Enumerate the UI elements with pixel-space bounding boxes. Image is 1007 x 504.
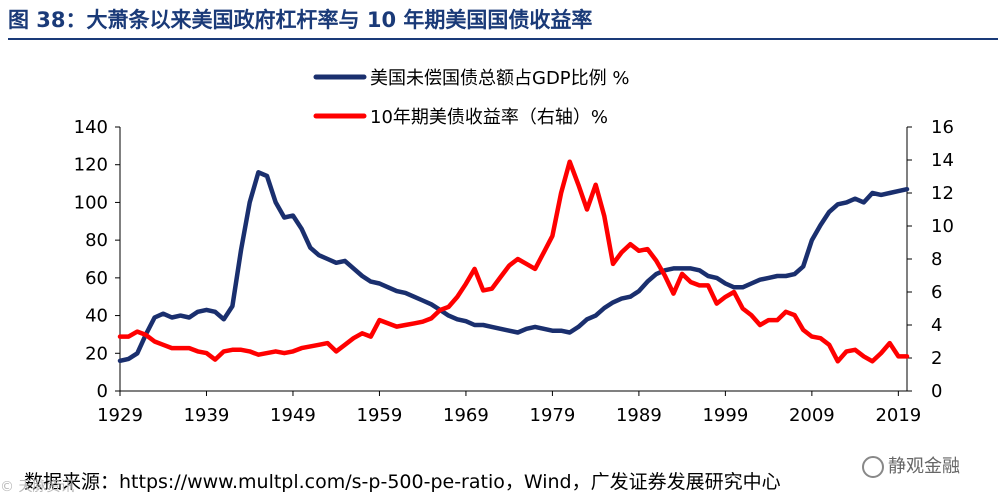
watermark-right: 静观金融 xyxy=(862,452,960,478)
wechat-icon xyxy=(862,456,884,478)
watermark-left: © 天脉资讯 xyxy=(0,479,75,495)
series-layer xyxy=(117,159,910,364)
y-right-tick-label: 14 xyxy=(931,150,954,171)
y-right-tick-label: 6 xyxy=(931,282,942,303)
y-left-tick-label: 140 xyxy=(74,117,108,138)
series-line-yield xyxy=(117,159,910,364)
legend: 美国未偿国债总额占GDP比例 % 10年期美债收益率（右轴）% xyxy=(313,68,630,128)
y-left-tick-label: 80 xyxy=(85,230,108,251)
y-left-tick-label: 60 xyxy=(85,268,108,289)
x-tick-label: 1999 xyxy=(702,405,748,426)
x-tick-label: 1949 xyxy=(270,405,316,426)
y-right-tick-label: 16 xyxy=(931,117,954,138)
y-right-tick-label: 4 xyxy=(931,315,942,336)
source-note: 数据来源：https://www.multpl.com/s-p-500-pe-r… xyxy=(24,471,781,493)
x-tick-label: 1939 xyxy=(184,405,230,426)
y-right-tick-label: 10 xyxy=(931,216,954,237)
legend-label: 10年期美债收益率（右轴）% xyxy=(370,107,608,128)
y-right-tick-label: 2 xyxy=(931,348,942,369)
y-left-tick-label: 120 xyxy=(74,155,108,176)
x-tick-label: 2019 xyxy=(875,405,921,426)
tick-layer: 0 20 40 60 80 100 120 140 0 2 4 6 8 10 12 14 16 1929 1939 1… xyxy=(74,117,954,426)
x-tick-label: 1979 xyxy=(530,405,576,426)
y-left-tick-label: 100 xyxy=(74,192,108,213)
y-left-tick-label: 40 xyxy=(85,306,108,327)
chart: 0 20 40 60 80 100 120 140 0 2 4 6 8 10 12 14 16 1929 1939 1… xyxy=(74,68,954,426)
y-right-tick-label: 0 xyxy=(931,381,942,402)
watermark-right-text: 静观金融 xyxy=(888,456,960,477)
x-tick-label: 1959 xyxy=(357,405,403,426)
legend-label: 美国未偿国债总额占GDP比例 % xyxy=(370,68,630,89)
title-rule xyxy=(8,38,998,40)
y-right-tick-label: 8 xyxy=(931,249,942,270)
x-tick-label: 1989 xyxy=(616,405,662,426)
y-left-tick-label: 0 xyxy=(97,381,108,402)
y-right-tick-label: 12 xyxy=(931,183,954,204)
chart-title: 图 38：大萧条以来美国政府杠杆率与 10 年期美国国债收益率 xyxy=(8,8,593,32)
x-tick-label: 2009 xyxy=(789,405,835,426)
x-tick-label: 1969 xyxy=(443,405,489,426)
y-left-tick-label: 20 xyxy=(85,343,108,364)
x-tick-label: 1929 xyxy=(97,405,143,426)
series-line-debt xyxy=(117,170,910,364)
